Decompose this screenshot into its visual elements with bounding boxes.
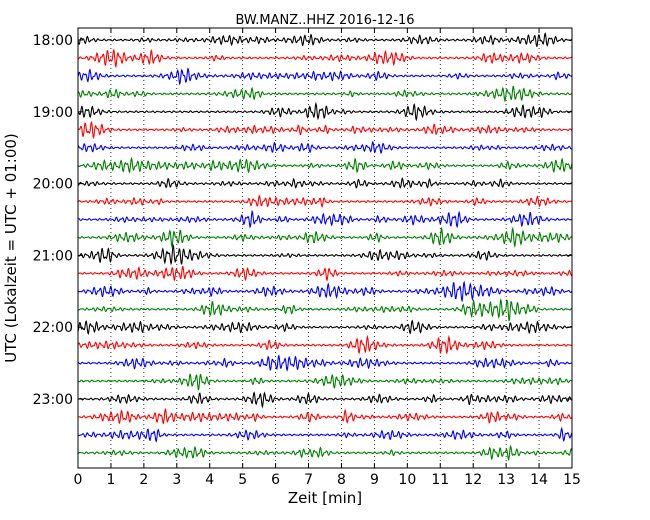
seismic-trace <box>77 373 573 391</box>
y-tick-labels: 18:00 19:00 20:00 21:00 22:00 23:00 <box>33 33 73 408</box>
y-tick-label: 21:00 <box>33 248 73 264</box>
x-tick-label: 9 <box>370 472 379 488</box>
seismic-trace <box>77 101 573 122</box>
seismic-trace <box>77 156 573 174</box>
seismic-trace <box>77 297 573 322</box>
seismic-trace <box>78 48 573 69</box>
seismic-trace <box>77 140 573 155</box>
seismic-trace <box>77 334 573 355</box>
x-tick-label: 11 <box>431 472 449 488</box>
x-tick-label: 15 <box>563 472 581 488</box>
seismic-trace <box>77 67 573 86</box>
seismic-trace <box>77 226 573 249</box>
y-tick-label: 18:00 <box>33 33 73 49</box>
y-tick-label: 20:00 <box>33 177 73 193</box>
seismic-trace <box>77 391 573 409</box>
seismic-trace <box>78 243 573 266</box>
y-tick-label: 22:00 <box>33 320 73 336</box>
x-tick-label: 6 <box>271 472 280 488</box>
x-axis-label: Zeit [min] <box>288 489 362 507</box>
seismic-trace <box>77 195 573 208</box>
seismic-trace <box>77 209 573 229</box>
x-tick-label: 8 <box>337 472 346 488</box>
y-tick-label: 19:00 <box>33 105 73 121</box>
seismic-trace <box>77 407 573 425</box>
vertical-grid <box>110 28 540 468</box>
seismic-trace <box>78 265 573 282</box>
seismic-trace <box>77 32 573 47</box>
x-tick-label: 7 <box>304 472 313 488</box>
seismic-trace <box>77 120 573 139</box>
seismic-trace <box>77 280 573 303</box>
x-tick-label: 13 <box>497 472 515 488</box>
seismic-trace <box>77 319 573 335</box>
chart-title: BW.MANZ..HHZ 2016-12-16 <box>235 13 414 28</box>
x-tick-label: 3 <box>172 472 181 488</box>
x-tick-label: 5 <box>238 472 247 488</box>
seismic-trace <box>77 444 573 462</box>
axis-ticks <box>77 28 573 468</box>
x-tick-labels: 0 1 2 3 4 5 6 7 8 9 10 11 12 13 14 15 <box>74 472 581 488</box>
seismic-trace <box>77 354 573 372</box>
seismic-trace <box>77 177 573 189</box>
y-axis-label: UTC (Lokalzeit = UTC + 01:00) <box>2 133 20 363</box>
plot-frame <box>77 27 573 469</box>
seismic-trace <box>77 85 573 103</box>
x-tick-label: 1 <box>106 472 115 488</box>
y-tick-label: 23:00 <box>33 392 73 408</box>
trace-group <box>77 32 573 462</box>
x-tick-label: 4 <box>205 472 214 488</box>
x-tick-label: 14 <box>530 472 548 488</box>
x-tick-label: 10 <box>398 472 416 488</box>
x-tick-label: 2 <box>139 472 148 488</box>
x-tick-label: 0 <box>74 472 83 488</box>
seismic-trace <box>77 426 573 443</box>
x-tick-label: 12 <box>464 472 482 488</box>
